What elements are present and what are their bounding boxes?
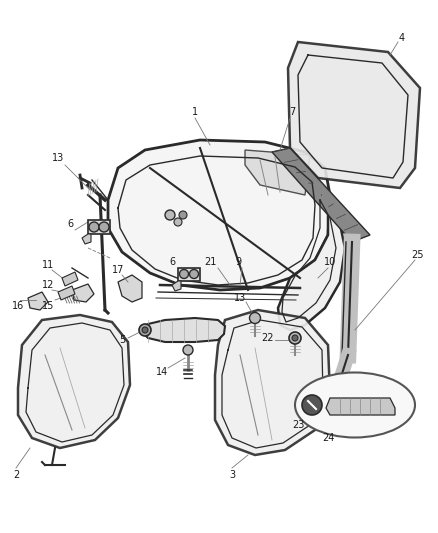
Text: 21: 21 xyxy=(204,257,216,267)
Circle shape xyxy=(142,327,148,333)
Text: 24: 24 xyxy=(322,433,334,443)
Polygon shape xyxy=(82,234,91,244)
Text: 10: 10 xyxy=(324,257,336,267)
Text: 17: 17 xyxy=(112,265,124,275)
Text: 4: 4 xyxy=(399,33,405,43)
Polygon shape xyxy=(278,195,345,330)
Text: 6: 6 xyxy=(67,219,73,229)
Text: 16: 16 xyxy=(12,301,24,311)
Text: 7: 7 xyxy=(289,107,295,117)
Text: 15: 15 xyxy=(42,301,54,311)
Text: 1: 1 xyxy=(192,107,198,117)
Circle shape xyxy=(292,335,298,341)
Text: 23: 23 xyxy=(292,420,304,430)
Text: 13: 13 xyxy=(234,293,246,303)
Ellipse shape xyxy=(295,373,415,438)
Polygon shape xyxy=(140,318,225,342)
Text: 14: 14 xyxy=(156,367,168,377)
Text: 3: 3 xyxy=(229,470,235,480)
Bar xyxy=(178,268,200,281)
Polygon shape xyxy=(108,140,330,290)
Circle shape xyxy=(174,218,182,226)
Polygon shape xyxy=(72,284,94,302)
Text: 13: 13 xyxy=(52,153,64,163)
Text: 11: 11 xyxy=(42,260,54,270)
Bar xyxy=(88,220,110,234)
Polygon shape xyxy=(288,42,420,188)
Text: 9: 9 xyxy=(235,257,241,267)
Text: 6: 6 xyxy=(169,257,175,267)
Polygon shape xyxy=(172,281,181,291)
Polygon shape xyxy=(62,272,78,286)
Circle shape xyxy=(179,211,187,219)
Circle shape xyxy=(183,345,193,355)
Text: 25: 25 xyxy=(412,250,424,260)
Circle shape xyxy=(190,270,198,279)
Polygon shape xyxy=(28,292,48,310)
Circle shape xyxy=(165,210,175,220)
Polygon shape xyxy=(118,275,142,302)
Text: 12: 12 xyxy=(42,280,54,290)
Polygon shape xyxy=(272,148,370,242)
Polygon shape xyxy=(326,398,395,415)
Circle shape xyxy=(139,324,151,336)
Polygon shape xyxy=(245,150,310,195)
Circle shape xyxy=(289,332,301,344)
Text: 5: 5 xyxy=(119,335,125,345)
Text: 2: 2 xyxy=(13,470,19,480)
Polygon shape xyxy=(58,286,75,300)
Polygon shape xyxy=(215,310,330,455)
Circle shape xyxy=(89,222,99,232)
Polygon shape xyxy=(18,315,130,448)
Circle shape xyxy=(302,395,322,415)
Text: 22: 22 xyxy=(262,333,274,343)
Circle shape xyxy=(99,222,109,232)
Circle shape xyxy=(250,312,261,324)
Circle shape xyxy=(180,270,188,279)
